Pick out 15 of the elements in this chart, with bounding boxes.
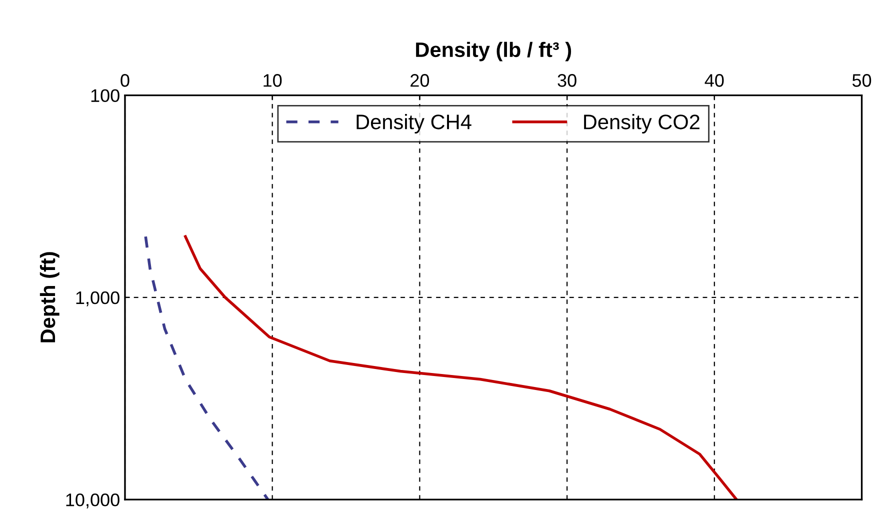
y-tick-label: 100 xyxy=(91,89,120,102)
x-tick-label: 20 xyxy=(410,74,430,87)
x-axis-title: Density (lb / ft³ ) xyxy=(416,42,572,62)
legend-label: Density CH4 xyxy=(356,114,472,134)
x-tick-label: 50 xyxy=(852,74,872,87)
line-series xyxy=(144,235,270,500)
x-tick-label: 40 xyxy=(704,74,724,87)
legend-label: Density CO2 xyxy=(584,114,700,134)
x-tick-label: 30 xyxy=(558,74,576,87)
y-tick-label: 1,000 xyxy=(76,291,120,306)
y-axis-title: Depth (ft) xyxy=(40,252,60,342)
x-tick-label: 0 xyxy=(120,74,130,87)
x-tick-label: 10 xyxy=(264,74,282,87)
y-tick-label: 10,000 xyxy=(66,493,120,508)
line-series xyxy=(184,235,738,500)
